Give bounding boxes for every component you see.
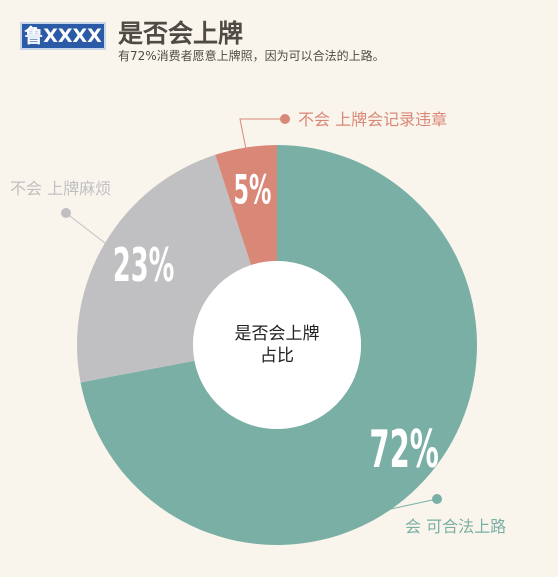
- slice-value-label-2: 5%: [234, 166, 272, 213]
- slice-value-label-0: 72%: [369, 420, 438, 480]
- center-label-line-1: 占比: [260, 346, 294, 366]
- pie-slice-2: [215, 145, 277, 266]
- page-title: 是否会上牌: [118, 19, 244, 48]
- leader-line-2: [239, 118, 285, 150]
- leader-line-1: [65, 212, 107, 245]
- slice-category-label-2: 不会 上牌会记录违章: [298, 110, 447, 129]
- donut-center: [193, 261, 361, 429]
- slice-category-label-0: 会 可合法上路: [405, 517, 506, 536]
- leader-dot-2: [280, 114, 290, 124]
- center-label-line-0: 是否会上牌: [235, 324, 320, 344]
- license-plate-badge: 鲁XXXX: [20, 22, 106, 50]
- slice-value-label-1: 23%: [113, 239, 174, 293]
- leader-dot-0: [432, 494, 442, 504]
- leader-dot-1: [61, 208, 71, 218]
- slice-category-label-1: 不会 上牌麻烦: [10, 179, 111, 198]
- page-subtitle: 有72%消费者愿意上牌照，因为可以合法的上路。: [118, 49, 385, 63]
- pie-slice-0: [80, 145, 477, 545]
- leader-line-0: [245, 498, 438, 541]
- pie-slice-1: [77, 154, 252, 383]
